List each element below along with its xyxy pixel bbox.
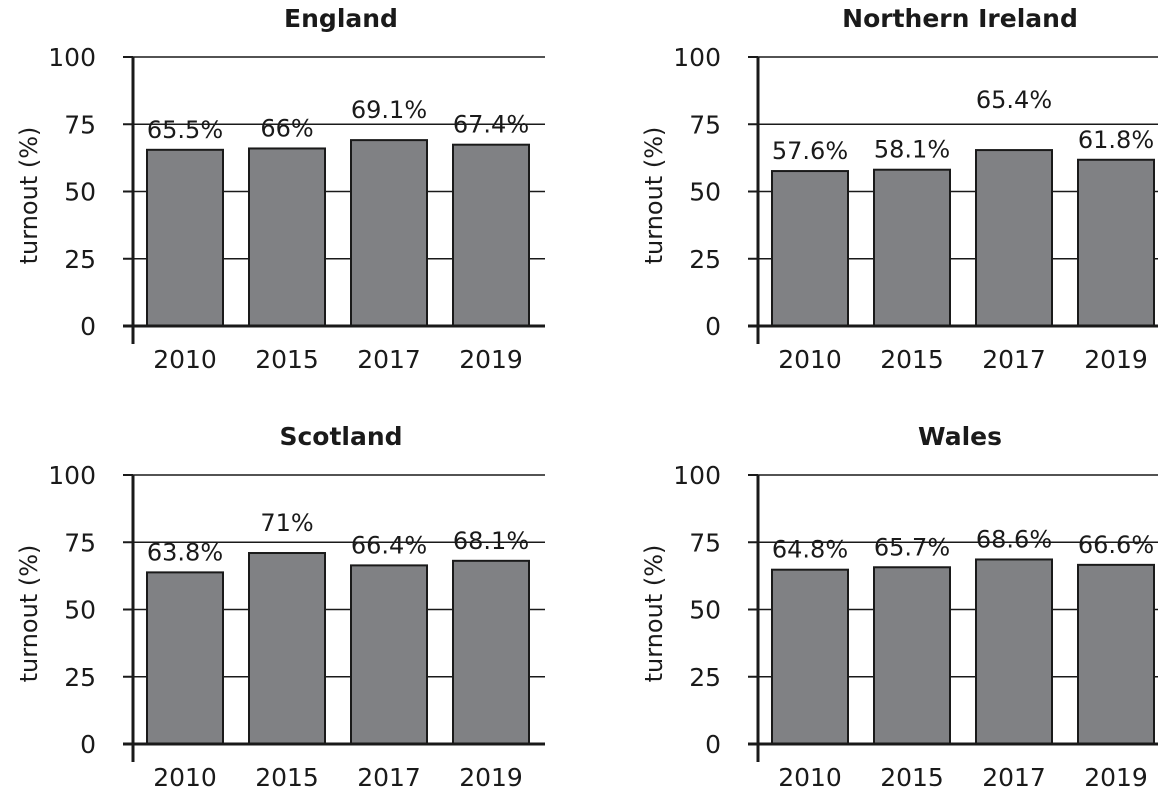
y-tick-label-25: 25 [64,245,96,274]
x-tick-label-2017: 2017 [357,345,421,374]
chart-panel-england: 0 25 50 75 100 65.5% 2010 66% 2015 69.1% 2017 67.4%… [15,4,545,374]
data-label-2015: 58.1% [874,136,950,164]
x-tick-label-2015: 2015 [255,763,319,791]
y-tick-label-50: 50 [64,596,96,625]
y-tick-label-25: 25 [689,245,721,274]
data-label-2017: 69.1% [351,96,427,124]
bar-2019 [452,143,530,327]
bar-2010 [771,568,849,745]
bar-2015 [248,552,326,746]
x-tick-label-2010: 2010 [778,345,842,374]
data-label-2019: 68.1% [453,527,529,555]
x-tick-label-2015: 2015 [880,345,944,374]
data-label-2015: 71% [260,509,313,537]
y-tick-label-0: 0 [705,312,721,341]
y-tick-label-0: 0 [80,312,96,341]
chart-title-wales: Wales [918,422,1002,451]
data-label-2017: 66.4% [351,531,427,559]
y-axis-label: turnout (%) [640,127,668,265]
data-label-2019: 67.4% [453,111,529,139]
bar-2015 [873,566,951,746]
y-axis-label: turnout (%) [15,127,43,265]
y-tick-label-50: 50 [64,178,96,207]
x-tick-label-2019: 2019 [459,345,523,374]
bar-2017 [350,564,428,745]
y-axis-label: turnout (%) [640,545,668,683]
y-tick-label-100: 100 [48,461,96,490]
data-label-2015: 66% [260,114,313,142]
y-tick-label-75: 75 [689,528,721,557]
y-tick-label-25: 25 [64,663,96,692]
y-tick-label-50: 50 [689,178,721,207]
bar-2015 [873,168,951,327]
data-label-2017: 68.6% [976,525,1052,553]
bar-2019 [1077,563,1155,746]
data-label-2010: 64.8% [772,536,848,564]
bar-2010 [146,571,224,745]
x-tick-label-2010: 2010 [153,345,217,374]
data-label-2019: 61.8% [1078,126,1154,154]
x-tick-label-2017: 2017 [982,345,1046,374]
bar-2019 [1077,158,1155,327]
data-label-2010: 57.6% [772,137,848,165]
data-label-2010: 63.8% [147,538,223,566]
x-tick-label-2019: 2019 [459,763,523,791]
y-tick-label-100: 100 [673,43,721,72]
bar-2017 [975,149,1053,327]
data-label-2017: 65.4% [976,86,1052,114]
bar-2019 [452,559,530,745]
y-tick-label-50: 50 [689,596,721,625]
x-tick-label-2017: 2017 [357,763,421,791]
x-tick-label-2019: 2019 [1084,763,1148,791]
bar-2017 [975,558,1053,745]
x-tick-label-2010: 2010 [778,763,842,791]
y-tick-label-0: 0 [705,730,721,759]
chart-title-northern-ireland: Northern Ireland [842,4,1078,33]
x-tick-label-2019: 2019 [1084,345,1148,374]
chart-panel-northern-ireland: 0 25 50 75 100 57.6% 2010 58.1% 2015 65.4% 2017 61.… [640,4,1158,374]
y-tick-label-75: 75 [64,110,96,139]
chart-title-scotland: Scotland [279,422,402,451]
y-axis-label: turnout (%) [15,545,43,683]
chart-title-england: England [284,4,398,33]
data-label-2019: 66.6% [1078,531,1154,559]
bar-2010 [771,170,849,327]
chart-panel-scotland: 0 25 50 75 100 63.8% 2010 71% 2015 66.4% 2017 68.1%… [15,422,545,791]
y-tick-label-100: 100 [673,461,721,490]
x-tick-label-2010: 2010 [153,763,217,791]
y-tick-label-75: 75 [689,110,721,139]
bar-2015 [248,147,326,327]
y-tick-label-75: 75 [64,528,96,557]
x-tick-label-2017: 2017 [982,763,1046,791]
data-label-2010: 65.5% [147,116,223,144]
y-tick-label-0: 0 [80,730,96,759]
y-tick-label-100: 100 [48,43,96,72]
x-tick-label-2015: 2015 [255,345,319,374]
y-tick-label-25: 25 [689,663,721,692]
bar-2017 [350,139,428,327]
bar-2010 [146,148,224,327]
data-label-2015: 65.7% [874,533,950,561]
x-tick-label-2015: 2015 [880,763,944,791]
chart-panel-wales: 0 25 50 75 100 64.8% 2010 65.7% 2015 68.6% 2017 66.… [640,422,1158,791]
